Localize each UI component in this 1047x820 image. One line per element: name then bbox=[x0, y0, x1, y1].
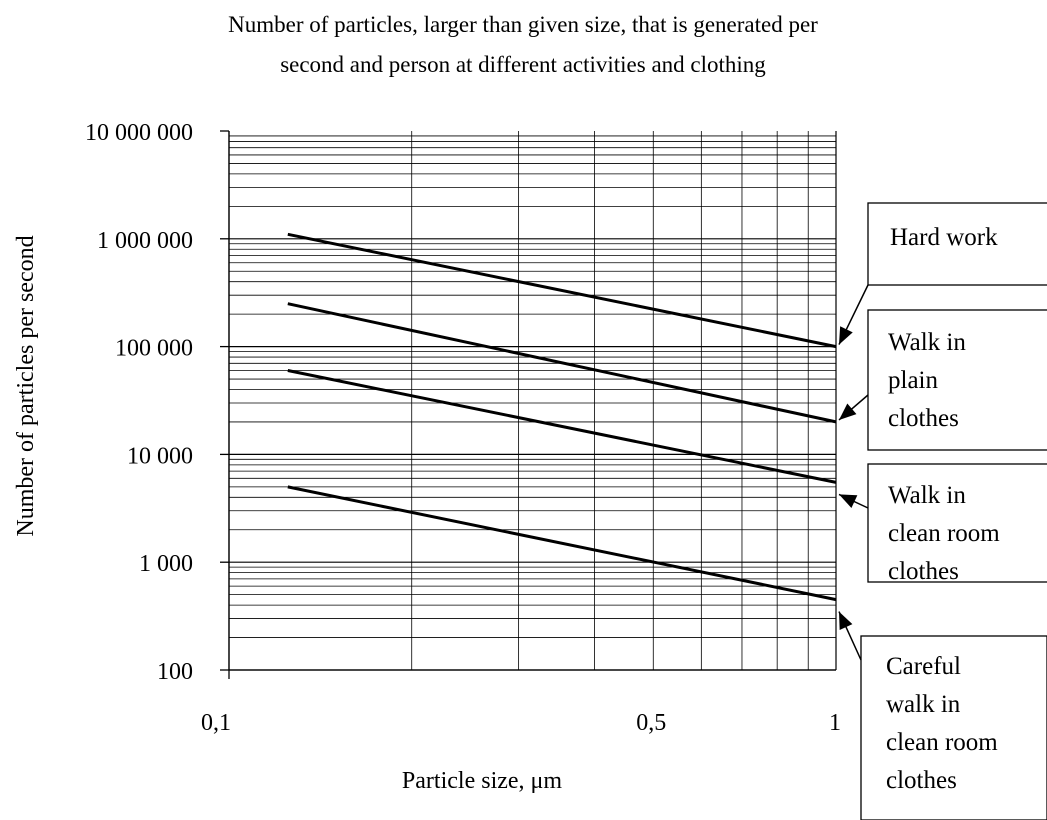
callout-label: Careful bbox=[886, 653, 961, 680]
callout-box-4 bbox=[860, 635, 1047, 820]
chart-labels: 100 1 000 10 000 100 000 1 000 000 10 000 000… bbox=[13, 120, 841, 794]
chart-title-line: second and person at different activitie… bbox=[280, 52, 766, 77]
y-tick-label: 100 bbox=[157, 659, 193, 685]
y-tick-label: 10 000 000 bbox=[85, 120, 193, 146]
x-tick-label: 0,1 bbox=[201, 710, 231, 736]
y-tick-label: 1 000 bbox=[139, 551, 193, 577]
chart-axes bbox=[220, 130, 836, 679]
callout-arrow-1-head bbox=[839, 326, 853, 345]
series-line-4 bbox=[287, 485, 837, 602]
callout-label: clothes bbox=[886, 767, 957, 794]
chart-title-line: Number of particles, larger than given s… bbox=[228, 12, 818, 37]
callout-label: Walk in bbox=[888, 482, 966, 509]
series-line-3 bbox=[287, 369, 837, 484]
series-line-2 bbox=[287, 302, 837, 424]
chart-grid bbox=[228, 131, 837, 671]
callout-arrow-4-head bbox=[839, 611, 853, 630]
y-tick-label: 100 000 bbox=[115, 336, 193, 362]
callout-label: clothes bbox=[888, 405, 959, 432]
callout-arrow-3-head bbox=[839, 494, 858, 508]
x-axis-title: Particle size, μm bbox=[402, 768, 562, 794]
callout-label: walk in bbox=[886, 691, 961, 718]
callout-box-1 bbox=[867, 202, 1047, 286]
callout-label: clean room bbox=[886, 729, 998, 756]
callout-label: clothes bbox=[888, 558, 959, 585]
callout-label: plain bbox=[888, 367, 938, 394]
callout-label: Walk in bbox=[888, 329, 966, 356]
chart-callouts: Hard work Walk in plain clothes Walk in clean… bbox=[838, 202, 1047, 820]
x-tick-label: 1 bbox=[829, 710, 841, 736]
chart-series bbox=[287, 232, 837, 602]
y-axis-title: Number of particles per second bbox=[13, 235, 39, 536]
callout-label: Hard work bbox=[890, 224, 998, 251]
callout-box-3 bbox=[867, 463, 1047, 583]
callout-arrow-2-head bbox=[839, 403, 857, 420]
x-tick-label: 0,5 bbox=[636, 710, 666, 736]
callout-box-2 bbox=[867, 309, 1047, 451]
callout-label: clean room bbox=[888, 520, 1000, 547]
y-tick-label: 1 000 000 bbox=[97, 228, 193, 254]
series-line-1 bbox=[287, 232, 837, 349]
chart-title: Number of particles, larger than given s… bbox=[228, 12, 818, 77]
y-tick-label: 10 000 bbox=[127, 443, 193, 469]
